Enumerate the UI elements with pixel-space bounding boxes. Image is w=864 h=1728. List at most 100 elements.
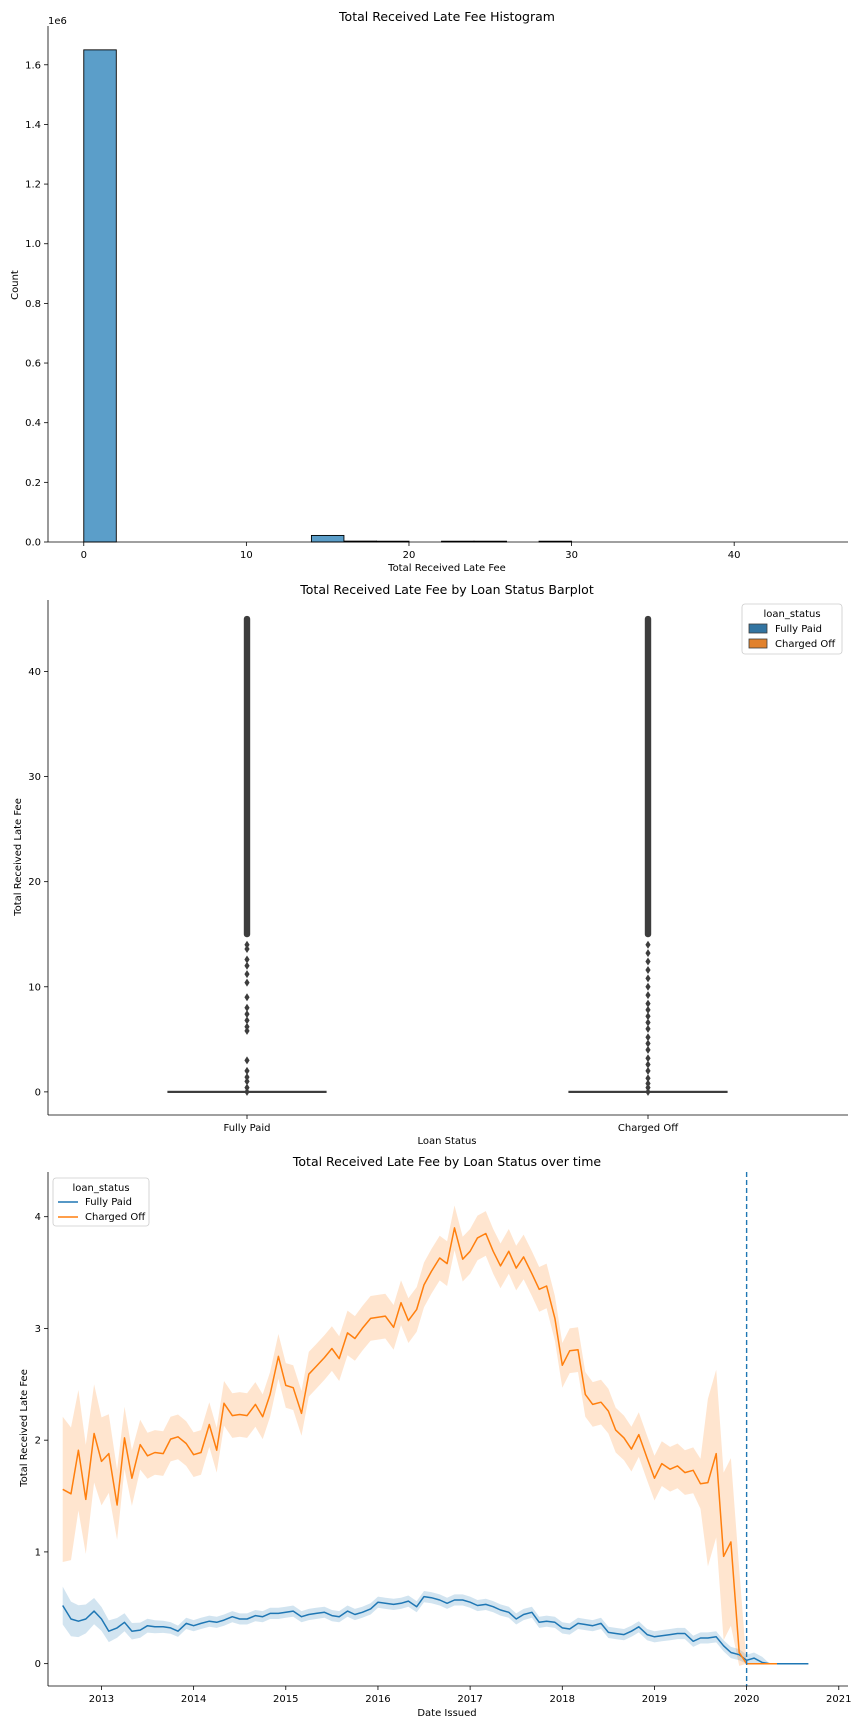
boxplot-outlier xyxy=(645,1045,651,1054)
boxplot-outlier-band xyxy=(243,615,251,938)
boxplot-outlier xyxy=(244,1077,250,1086)
boxplot-outlier xyxy=(244,1003,250,1012)
boxplot-outlier xyxy=(244,970,250,979)
boxplot-outlier xyxy=(244,1056,250,1065)
timeseries-x-tick-label: 2014 xyxy=(181,1694,206,1705)
boxplot-x-tick-label: Charged Off xyxy=(618,1123,679,1134)
timeseries-x-tick-label: 2015 xyxy=(273,1694,298,1705)
boxplot-outlier xyxy=(244,1026,250,1035)
boxplot-outlier xyxy=(645,991,651,1000)
boxplot-y-tick-label: 20 xyxy=(28,877,41,888)
boxplot-y-tick-label: 30 xyxy=(28,772,41,783)
boxplot-outlier xyxy=(645,965,651,974)
timeseries-title: Total Received Late Fee by Loan Status o… xyxy=(292,1154,602,1169)
histogram-x-tick-label: 0 xyxy=(81,550,87,561)
histogram-y-tick-label: 0.6 xyxy=(25,359,41,370)
timeseries-chart: Total Received Late Fee by Loan Status o… xyxy=(19,1154,852,1719)
timeseries-y-tick-label: 3 xyxy=(35,1324,41,1335)
histogram-bar xyxy=(83,49,117,543)
histogram-bars xyxy=(83,49,573,543)
boxplot-outlier xyxy=(244,940,250,949)
boxplot-y-tick-label: 40 xyxy=(28,667,41,678)
boxplot-outlier xyxy=(645,1074,651,1083)
timeseries-band-fully-paid xyxy=(62,1586,809,1664)
boxplot-outlier xyxy=(244,961,250,970)
histogram-x-tick-label: 40 xyxy=(728,550,741,561)
timeseries-line-fully-paid xyxy=(62,1595,809,1665)
boxplot-outlier xyxy=(645,1054,651,1063)
timeseries-x-label: Date Issued xyxy=(417,1708,476,1719)
boxplot-legend-label-fully-paid: Fully Paid xyxy=(775,624,822,635)
timeseries-legend-label-charged-off: Charged Off xyxy=(85,1212,146,1223)
boxplot-outlier xyxy=(244,978,250,987)
histogram-y-tick-label: 0.0 xyxy=(25,538,41,549)
boxplot-outlier xyxy=(645,1012,651,1021)
boxplot-outlier xyxy=(645,1039,651,1048)
boxplot-outlier xyxy=(244,1016,250,1025)
timeseries-x-tick-label: 2020 xyxy=(734,1694,759,1705)
boxplot-outlier xyxy=(645,949,651,958)
boxplot-outlier xyxy=(244,1073,250,1082)
timeseries-legend: loan_status Fully Paid Charged Off xyxy=(52,1177,150,1227)
boxplot-outlier xyxy=(645,1018,651,1027)
timeseries-legend-frame xyxy=(52,1177,150,1227)
boxplot-legend-swatch-charged-off xyxy=(748,638,768,649)
boxplot-y-ticks: 0 10 20 30 40 xyxy=(28,667,48,1098)
boxplot-boxes xyxy=(167,615,728,1096)
boxplot-outlier xyxy=(244,1087,250,1096)
boxplot-y-label: Total Received Late Fee xyxy=(13,798,24,917)
histogram-x-label: Total Received Late Fee xyxy=(387,563,506,574)
boxplot-outlier xyxy=(645,1079,651,1088)
boxplot-x-tick-label: Fully Paid xyxy=(223,1123,270,1134)
histogram-y-tick-label: 1.4 xyxy=(25,120,41,131)
boxplot-outlier xyxy=(645,1087,651,1096)
histogram-chart: Total Received Late Fee Histogram 1e6 0.… xyxy=(10,9,848,574)
histogram-y-tick-label: 1.0 xyxy=(25,239,41,250)
boxplot-outlier xyxy=(645,999,651,1008)
boxplot-outlier xyxy=(244,1083,250,1092)
boxplot-y-tick-label: 10 xyxy=(28,982,41,993)
timeseries-y-ticks: 0 1 2 3 4 xyxy=(35,1212,48,1670)
boxplot-legend-swatch-fully-paid xyxy=(748,623,768,634)
timeseries-x-tick-label: 2013 xyxy=(89,1694,114,1705)
timeseries-y-label: Total Received Late Fee xyxy=(19,1369,30,1488)
timeseries-x-ticks: 2013 2014 2015 2016 2017 2018 2019 2020 2021 xyxy=(89,1686,852,1705)
histogram-x-tick-label: 10 xyxy=(240,550,253,561)
boxplot-outlier xyxy=(645,1033,651,1042)
boxplot-outlier xyxy=(645,982,651,991)
boxplot-y-tick-label: 0 xyxy=(35,1087,41,1098)
boxplot-outlier xyxy=(244,944,250,953)
boxplot-outlier xyxy=(244,1022,250,1031)
histogram-bar xyxy=(310,534,345,543)
timeseries-y-tick-label: 4 xyxy=(35,1212,41,1223)
histogram-y-tick-label: 0.8 xyxy=(25,299,41,310)
boxplot-outlier xyxy=(645,974,651,983)
histogram-x-ticks: 0 10 20 30 40 xyxy=(81,542,741,561)
boxplot-outlier xyxy=(645,1066,651,1075)
boxplot-legend-label-charged-off: Charged Off xyxy=(775,639,836,650)
boxplot-outlier xyxy=(645,1060,651,1069)
timeseries-x-tick-label: 2016 xyxy=(365,1694,390,1705)
boxplot-outlier xyxy=(645,1083,651,1092)
histogram-y-tick-label: 0.4 xyxy=(25,418,41,429)
boxplot-legend: loan_status Fully Paid Charged Off xyxy=(741,603,843,655)
boxplot-outlier xyxy=(645,940,651,949)
boxplot-outlier xyxy=(645,1005,651,1014)
timeseries-line-charged-off xyxy=(62,1227,777,1665)
histogram-x-tick-label: 30 xyxy=(565,550,578,561)
boxplot-x-ticks: Fully Paid Charged Off xyxy=(223,1115,679,1134)
boxplot-legend-title: loan_status xyxy=(763,609,820,620)
boxplot-outlier xyxy=(645,1024,651,1033)
timeseries-x-tick-label: 2019 xyxy=(642,1694,667,1705)
histogram-y-tick-label: 1.2 xyxy=(25,180,41,191)
boxplot-title: Total Received Late Fee by Loan Status B… xyxy=(299,582,594,597)
timeseries-y-tick-label: 1 xyxy=(35,1547,41,1558)
timeseries-y-tick-label: 2 xyxy=(35,1436,41,1447)
boxplot-chart: Total Received Late Fee by Loan Status B… xyxy=(13,582,848,1147)
histogram-y-offset: 1e6 xyxy=(48,16,67,27)
boxplot-outlier xyxy=(244,993,250,1002)
boxplot-outlier-band xyxy=(644,615,652,938)
histogram-y-tick-label: 1.6 xyxy=(25,60,41,71)
